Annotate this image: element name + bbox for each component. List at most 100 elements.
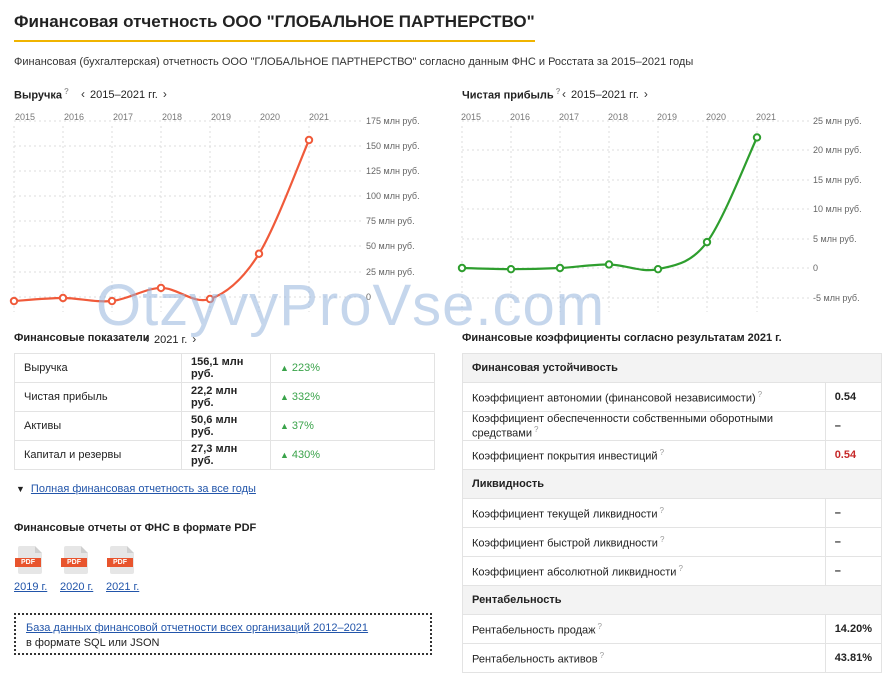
- table-row: Капитал и резервы 27,3 млн руб. ▲ 430%: [14, 440, 435, 470]
- profit-y-ticks: 25 млн руб. 20 млн руб. 15 млн руб. 10 м…: [813, 0, 893, 330]
- data-point[interactable]: [506, 264, 516, 274]
- data-point[interactable]: [752, 133, 762, 142]
- data-point[interactable]: [457, 263, 467, 273]
- chevron-right-icon[interactable]: ›: [162, 87, 167, 101]
- pdf-year-link[interactable]: 2019 г.: [14, 581, 48, 593]
- chevron-right-icon[interactable]: ›: [192, 332, 197, 346]
- table-row: Коэффициент автономии (финансовой незави…: [462, 382, 883, 412]
- data-point[interactable]: [205, 294, 215, 304]
- full-report-toggle[interactable]: ▼ Полная финансовая отчетность за все год…: [16, 483, 256, 495]
- data-point[interactable]: [702, 237, 712, 247]
- coefficient-text: Коэффициент абсолютной ликвидности: [472, 566, 677, 579]
- group-name: Рентабельность: [462, 585, 882, 615]
- indicator-change: ▲ 332%: [270, 382, 435, 412]
- help-icon[interactable]: ?: [599, 650, 605, 660]
- help-icon[interactable]: ?: [659, 447, 665, 457]
- y-tick-label: 50 млн руб.: [366, 241, 415, 251]
- data-point[interactable]: [254, 249, 264, 258]
- year-label: 2017: [558, 112, 580, 122]
- pdf-icon[interactable]: PDF: [15, 546, 42, 574]
- data-point[interactable]: [555, 263, 565, 273]
- data-point[interactable]: [58, 293, 68, 303]
- pdf-year-link[interactable]: 2021 г.: [106, 581, 140, 593]
- coefficient-value: 14.20%: [824, 614, 883, 644]
- profit-chart-label: Чистая прибыль?: [462, 87, 561, 102]
- year-label: 2017: [112, 112, 134, 122]
- chevron-left-icon[interactable]: ‹: [145, 332, 149, 346]
- triangle-down-icon: ▼: [16, 484, 25, 494]
- profit-period-text: 2015–2021 гг.: [571, 89, 639, 101]
- help-icon[interactable]: ?: [597, 621, 602, 631]
- change-value: 332%: [291, 391, 321, 403]
- help-icon[interactable]: ?: [659, 534, 665, 544]
- y-tick-label: 175 млн руб.: [366, 116, 420, 126]
- pdf-item[interactable]: PDF 2020 г.: [60, 546, 93, 593]
- database-link[interactable]: База данных финансовой отчетности всех о…: [26, 622, 369, 634]
- table-row: Коэффициент абсолютной ликвидности? –: [462, 556, 883, 586]
- year-label: 2015: [460, 112, 482, 122]
- table-row: Чистая прибыль 22,2 млн руб. ▲ 332%: [14, 382, 435, 412]
- help-icon[interactable]: ?: [534, 424, 539, 434]
- data-point[interactable]: [604, 260, 614, 269]
- y-tick-label: 125 млн руб.: [366, 166, 420, 176]
- revenue-y-ticks: 175 млн руб. 150 млн руб. 125 млн руб. 1…: [366, 0, 436, 330]
- help-icon[interactable]: ?: [64, 87, 69, 96]
- year-label: 2021: [308, 112, 330, 122]
- year-label: 2019: [656, 112, 678, 122]
- database-note: в формате SQL или JSON: [26, 637, 160, 649]
- data-point[interactable]: [653, 264, 663, 274]
- y-tick-label: 25 млн руб.: [366, 267, 415, 277]
- revenue-chart: [9, 120, 362, 312]
- indicator-change: ▲ 430%: [270, 440, 435, 470]
- data-point[interactable]: [156, 283, 166, 293]
- indicator-name: Капитал и резервы: [14, 440, 182, 470]
- database-box: База данных финансовой отчетности всех о…: [14, 613, 432, 655]
- year-label: 2015: [14, 112, 36, 122]
- coefficient-value: –: [824, 411, 883, 441]
- help-icon[interactable]: ?: [678, 563, 683, 573]
- triangle-up-icon: ▲: [280, 392, 289, 402]
- y-tick-label: 0: [366, 292, 372, 302]
- data-point[interactable]: [107, 296, 117, 306]
- pdf-icon[interactable]: PDF: [107, 546, 134, 574]
- y-tick-label: 5 млн руб.: [813, 234, 857, 244]
- table-row: Коэффициент обеспеченности собственными …: [462, 411, 883, 441]
- group-header: Ликвидность: [462, 469, 882, 499]
- pdf-year-link[interactable]: 2020 г.: [60, 581, 94, 593]
- coefficient-name: Коэффициент покрытия инвестиций?: [462, 440, 826, 470]
- profit-year-labels: 2015 2016 2017 2018 2019 2020 2021: [0, 112, 895, 124]
- chevron-right-icon[interactable]: ›: [643, 87, 648, 101]
- coefficients-table: Финансовая устойчивость Коэффициент авто…: [462, 353, 883, 673]
- triangle-up-icon: ▲: [280, 450, 289, 460]
- revenue-label-text: Выручка: [14, 89, 63, 102]
- profit-label-text: Чистая прибыль: [462, 89, 554, 102]
- pdf-item[interactable]: PDF 2021 г.: [106, 546, 139, 593]
- indicator-value: 27,3 млн руб.: [181, 440, 271, 470]
- help-icon[interactable]: ?: [659, 505, 664, 515]
- page-subtitle: Финансовая (бухгалтерская) отчетность ОО…: [14, 56, 694, 68]
- y-tick-label: 100 млн руб.: [366, 191, 420, 201]
- coefficient-text: Коэффициент обеспеченности собственными …: [472, 412, 773, 440]
- y-tick-label: 150 млн руб.: [366, 141, 420, 151]
- y-tick-label: 20 млн руб.: [813, 145, 862, 155]
- coefficient-name: Коэффициент автономии (финансовой незави…: [462, 382, 826, 412]
- full-report-link[interactable]: Полная финансовая отчетность за все годы: [30, 483, 256, 495]
- y-tick-label: -5 млн руб.: [813, 293, 860, 303]
- y-tick-label: 75 млн руб.: [366, 216, 415, 226]
- coefficient-value: –: [824, 527, 883, 557]
- table-row: Выручка 156,1 млн руб. ▲ 223%: [14, 353, 435, 383]
- pdf-reports-label: Финансовые отчеты от ФНС в формате PDF: [14, 522, 257, 534]
- help-icon[interactable]: ?: [757, 389, 763, 399]
- y-tick-label: 10 млн руб.: [813, 204, 862, 214]
- pdf-icon[interactable]: PDF: [61, 546, 88, 574]
- data-point[interactable]: [304, 135, 314, 145]
- data-point[interactable]: [9, 296, 19, 306]
- coefficient-value: 0.54: [824, 382, 883, 412]
- profit-chart: [457, 120, 810, 312]
- chevron-left-icon[interactable]: ‹: [81, 87, 85, 101]
- pdf-item[interactable]: PDF 2019 г.: [14, 546, 47, 593]
- help-icon[interactable]: ?: [555, 87, 561, 96]
- chevron-left-icon[interactable]: ‹: [562, 87, 566, 101]
- group-name: Финансовая устойчивость: [462, 353, 882, 383]
- group-header: Рентабельность: [462, 585, 882, 615]
